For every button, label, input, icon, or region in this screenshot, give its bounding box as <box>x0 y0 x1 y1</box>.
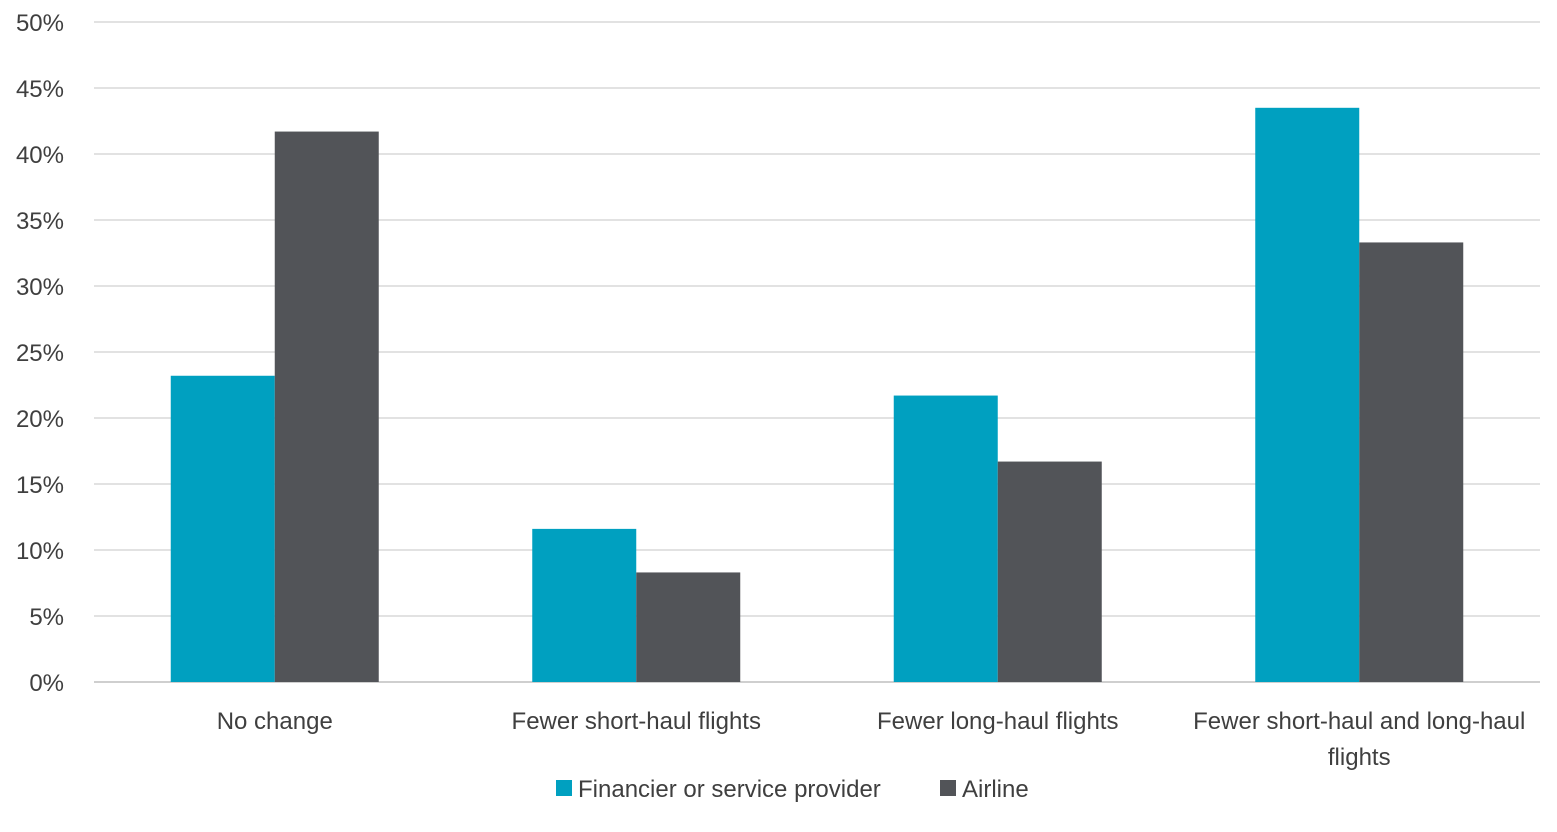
y-tick-label: 45% <box>16 76 64 103</box>
category-label: Fewer short-haul and long-haul <box>1193 708 1525 735</box>
legend-label: Airline <box>962 776 1029 803</box>
bar-airline <box>636 572 741 682</box>
bars <box>170 107 1464 683</box>
y-axis-ticks: 0% 5% 10% 15% 20% 25% 30% 35% 40% 45% 50% <box>16 10 64 697</box>
legend-swatch <box>940 780 956 796</box>
legend-label: Financier or service provider <box>578 776 881 803</box>
bar-airline <box>1359 242 1464 682</box>
y-tick-label: 50% <box>16 10 64 37</box>
category-label: No change <box>217 708 333 735</box>
y-tick-label: 20% <box>16 406 64 433</box>
category-label: flights <box>1328 744 1391 771</box>
bar-financier <box>1255 107 1360 683</box>
legend-swatch <box>556 780 572 796</box>
x-axis-categories: No change Fewer short-haul flights Fewer l… <box>217 708 1526 771</box>
category-label: Fewer short-haul flights <box>512 708 761 735</box>
bar-airline <box>274 131 379 682</box>
category-label: Fewer long-haul flights <box>877 708 1118 735</box>
y-tick-label: 5% <box>29 604 64 631</box>
y-tick-label: 0% <box>29 670 64 697</box>
y-tick-label: 10% <box>16 538 64 565</box>
bar-financier <box>170 375 275 682</box>
y-tick-label: 35% <box>16 208 64 235</box>
y-tick-label: 25% <box>16 340 64 367</box>
bar-financier <box>893 395 998 682</box>
y-tick-label: 30% <box>16 274 64 301</box>
y-tick-label: 40% <box>16 142 64 169</box>
legend: Financier or service provider Airline <box>556 776 1029 803</box>
y-tick-label: 15% <box>16 472 64 499</box>
bar-airline <box>997 461 1102 682</box>
bar-financier <box>532 528 637 682</box>
